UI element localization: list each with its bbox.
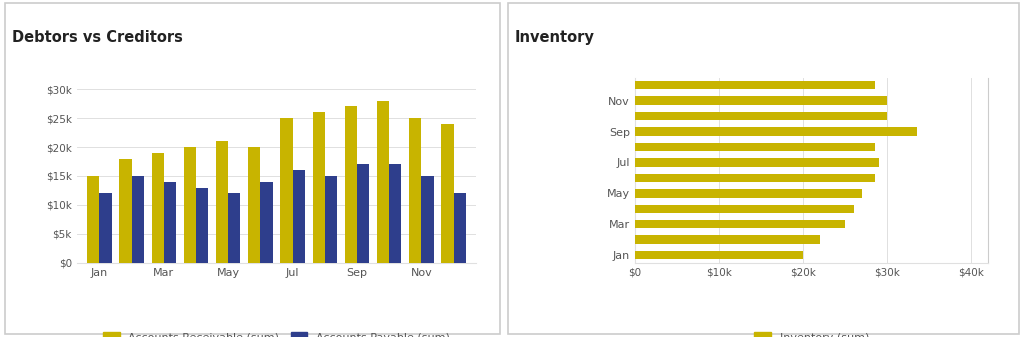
Bar <box>120 159 131 263</box>
Legend: Inventory (sum): Inventory (sum) <box>750 328 873 337</box>
Bar <box>312 112 325 263</box>
Bar <box>635 158 879 167</box>
Bar <box>635 112 887 120</box>
Bar <box>248 147 260 263</box>
Bar <box>216 141 228 263</box>
Bar <box>281 118 293 263</box>
Bar <box>635 251 803 259</box>
Bar <box>164 182 176 263</box>
Bar <box>293 170 305 263</box>
Bar <box>422 176 433 263</box>
Bar <box>377 101 389 263</box>
Bar <box>183 147 196 263</box>
Bar <box>99 193 112 263</box>
Text: Inventory: Inventory <box>515 30 595 45</box>
Bar <box>635 174 874 182</box>
Bar <box>228 193 241 263</box>
Bar <box>389 164 401 263</box>
Bar <box>635 127 916 136</box>
Bar <box>635 81 874 90</box>
Bar <box>635 96 887 105</box>
Bar <box>410 118 422 263</box>
Text: Debtors vs Creditors: Debtors vs Creditors <box>12 30 183 45</box>
Bar <box>260 182 272 263</box>
Bar <box>635 220 845 228</box>
Bar <box>454 193 466 263</box>
Bar <box>87 176 99 263</box>
Bar <box>196 188 208 263</box>
Legend: Accounts Receivable (sum), Accounts Payable (sum): Accounts Receivable (sum), Accounts Paya… <box>98 328 455 337</box>
Bar <box>357 164 370 263</box>
Bar <box>635 189 862 197</box>
Bar <box>325 176 337 263</box>
Bar <box>635 205 854 213</box>
Bar <box>441 124 454 263</box>
Bar <box>345 106 357 263</box>
Bar <box>635 143 874 151</box>
Bar <box>152 153 164 263</box>
Bar <box>635 236 820 244</box>
Bar <box>131 176 143 263</box>
